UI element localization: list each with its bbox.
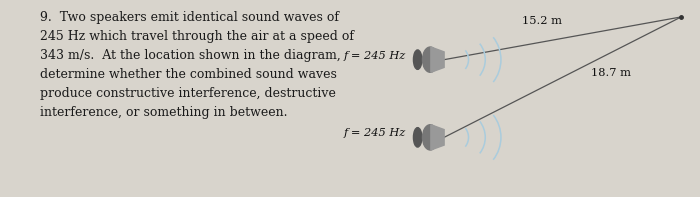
Text: f = 245 Hz: f = 245 Hz — [344, 51, 406, 61]
Polygon shape — [431, 47, 444, 72]
Polygon shape — [431, 125, 444, 150]
Ellipse shape — [423, 125, 438, 150]
Ellipse shape — [423, 47, 438, 72]
Ellipse shape — [414, 50, 422, 69]
Text: 18.7 m: 18.7 m — [592, 68, 631, 78]
Text: 9.  Two speakers emit identical sound waves of
245 Hz which travel through the a: 9. Two speakers emit identical sound wav… — [40, 11, 354, 119]
Text: 15.2 m: 15.2 m — [522, 16, 561, 26]
Ellipse shape — [414, 128, 422, 147]
Text: f = 245 Hz: f = 245 Hz — [344, 128, 406, 138]
